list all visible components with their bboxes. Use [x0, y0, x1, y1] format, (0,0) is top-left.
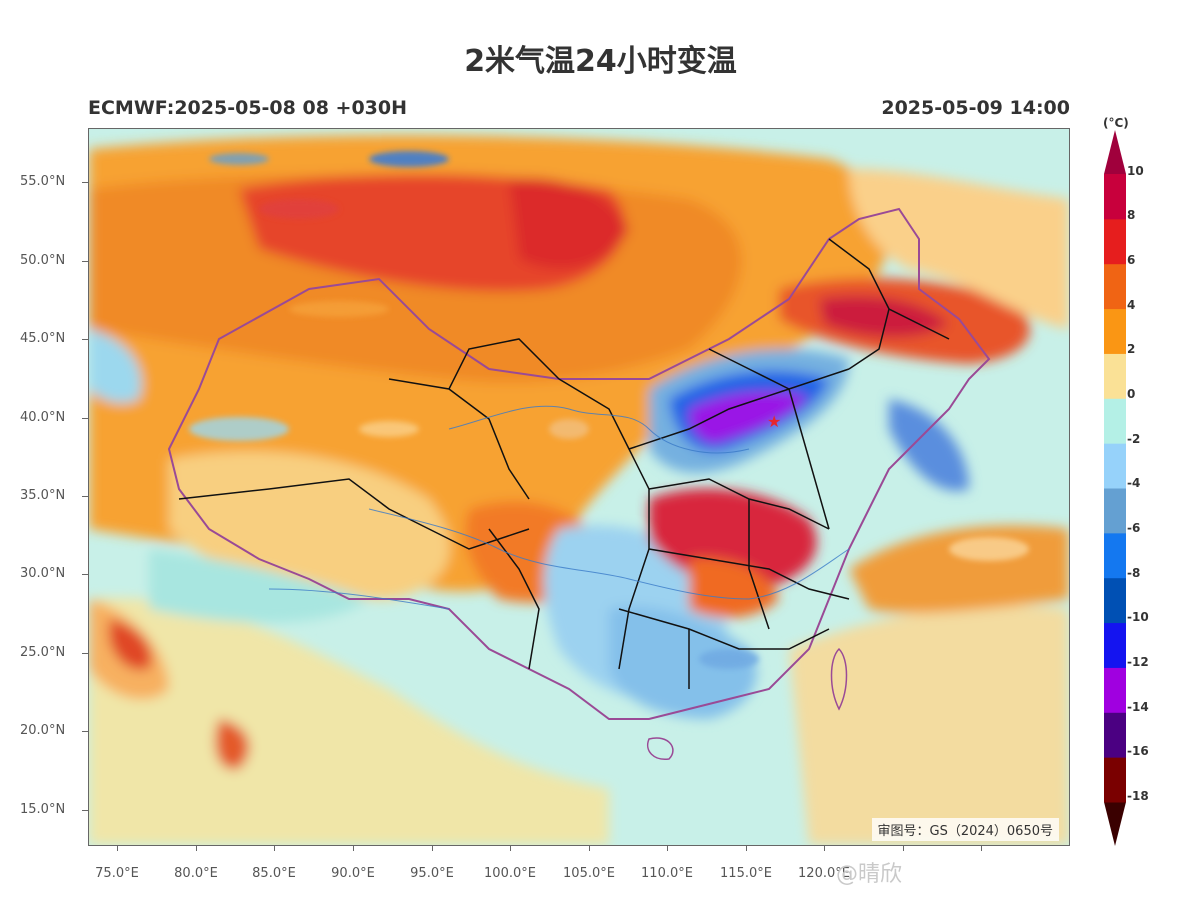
colorbar-segment	[1104, 398, 1126, 444]
colorbar-label: -18	[1127, 789, 1149, 803]
colorbar-label: 8	[1127, 208, 1136, 222]
lon-tick	[667, 845, 668, 851]
lon-label: 85.0°E	[252, 866, 296, 881]
lon-label: 80.0°E	[174, 866, 218, 881]
colorbar-label: -4	[1127, 476, 1141, 490]
lat-tick	[82, 810, 88, 811]
colorbar-unit: (°C)	[1103, 116, 1129, 130]
lon-tick	[117, 845, 118, 851]
lat-label: 30.0°N	[20, 566, 66, 581]
taiwan-outline	[830, 647, 848, 711]
lon-label: 110.0°E	[641, 866, 693, 881]
colorbar-segment	[1104, 488, 1126, 534]
colorbar-label: -8	[1127, 566, 1141, 580]
lat-tick	[82, 182, 88, 183]
hainan-outline	[647, 737, 674, 760]
colorbar-label: 2	[1127, 342, 1136, 356]
colorbar-segment	[1104, 218, 1126, 265]
temperature-change-map: ★ 审图号：GS（2024）0650号	[88, 128, 1070, 846]
model-run-label: ECMWF:2025-05-08 08 +030H	[88, 97, 408, 119]
colorbar-label: -16	[1127, 744, 1149, 758]
national-border	[167, 207, 991, 720]
lat-label: 35.0°N	[20, 488, 66, 503]
colorbar-label: -14	[1127, 700, 1149, 714]
lat-label: 25.0°N	[20, 645, 66, 660]
lat-label: 20.0°N	[20, 723, 66, 738]
colorbar-segment	[1104, 577, 1126, 624]
colorbar-segment	[1104, 353, 1126, 399]
capital-star-icon: ★	[767, 412, 781, 431]
colorbar-segment	[1104, 443, 1126, 489]
colorbar-segment	[1104, 622, 1126, 668]
colorbar-label: 6	[1127, 253, 1136, 267]
lon-tick	[274, 845, 275, 851]
colorbar-label: 0	[1127, 387, 1136, 401]
colorbar-segment	[1104, 757, 1126, 803]
colorbar-label: -12	[1127, 655, 1149, 669]
colorbar-label: -10	[1127, 610, 1149, 624]
lon-label: 100.0°E	[484, 866, 536, 881]
lon-label: 95.0°E	[410, 866, 454, 881]
lat-label: 55.0°N	[20, 174, 66, 189]
lat-tick	[82, 731, 88, 732]
province-borders	[178, 238, 950, 689]
lon-label: 105.0°E	[563, 866, 615, 881]
colorbar-extend-max	[1104, 130, 1126, 174]
lon-label: 90.0°E	[331, 866, 375, 881]
lon-label: 115.0°E	[720, 866, 772, 881]
colorbar-label: 4	[1127, 298, 1136, 312]
colorbar-extend-min	[1104, 802, 1126, 846]
colorbar-segment	[1104, 712, 1126, 758]
colorbar-label: -6	[1127, 521, 1141, 535]
lat-label: 15.0°N	[20, 802, 66, 817]
lat-tick	[82, 574, 88, 575]
lon-tick	[981, 845, 982, 851]
lon-tick	[589, 845, 590, 851]
colorbar-segment	[1104, 263, 1126, 310]
lat-tick	[82, 261, 88, 262]
lat-label: 40.0°N	[20, 410, 66, 425]
lon-label: 75.0°E	[95, 866, 139, 881]
lat-label: 50.0°N	[20, 253, 66, 268]
watermark: @晴欣	[836, 862, 903, 887]
lon-tick	[353, 845, 354, 851]
lat-tick	[82, 339, 88, 340]
lat-tick	[82, 653, 88, 654]
lat-label: 45.0°N	[20, 331, 66, 346]
lat-tick	[82, 418, 88, 419]
temperature-field	[89, 135, 1069, 845]
lon-tick	[824, 845, 825, 851]
colorbar-segment	[1104, 532, 1126, 579]
lon-tick	[510, 845, 511, 851]
colorbar-label: -2	[1127, 432, 1141, 446]
lon-tick	[432, 845, 433, 851]
rivers	[268, 405, 850, 610]
colorbar-segment	[1104, 667, 1126, 713]
colorbar-segment	[1104, 308, 1126, 354]
lon-tick	[903, 845, 904, 851]
lon-label: 120.0°E	[798, 866, 850, 881]
map-title: 2米气温24小时变温	[464, 44, 737, 79]
lon-tick	[746, 845, 747, 851]
lon-tick	[196, 845, 197, 851]
colorbar-segment	[1104, 174, 1126, 220]
colorbar	[1104, 130, 1126, 846]
lat-tick	[82, 496, 88, 497]
colorbar-label: 10	[1127, 164, 1144, 178]
valid-time-label: 2025-05-09 14:00	[881, 97, 1070, 119]
map-approval-number: 审图号：GS（2024）0650号	[871, 818, 1059, 841]
